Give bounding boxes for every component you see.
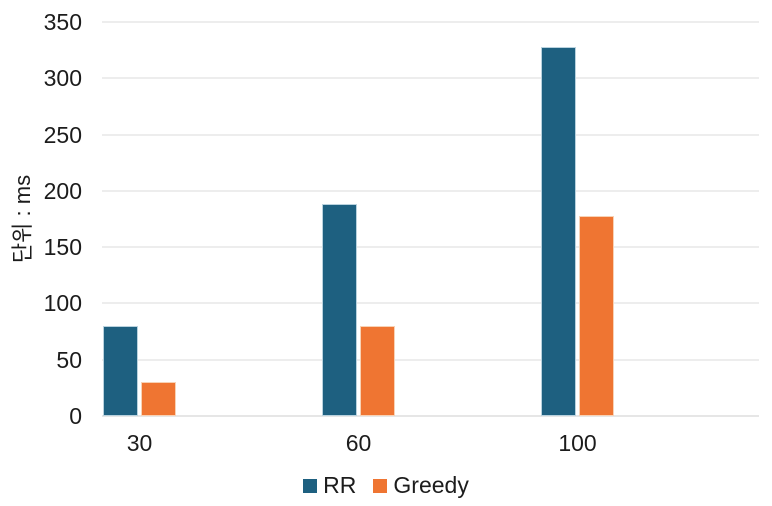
- gridline-0: [102, 415, 759, 417]
- x-tick-label-60: 60: [345, 430, 372, 456]
- y-tick-label-300: 300: [43, 65, 82, 92]
- bar-greedy-100: [579, 215, 614, 416]
- bar-rr-100: [541, 46, 576, 416]
- gridline-100: [102, 302, 759, 305]
- y-tick-label-100: 100: [43, 290, 82, 317]
- y-tick-label-150: 150: [43, 234, 82, 261]
- legend-label-rr: RR: [323, 472, 357, 498]
- gridline-250: [102, 133, 759, 136]
- x-tick-label-100: 100: [558, 430, 597, 456]
- y-tick-label-200: 200: [43, 177, 82, 204]
- gridline-200: [102, 189, 759, 192]
- bar-rr-60: [322, 204, 357, 416]
- bar-rr-30: [103, 325, 138, 416]
- legend-item-greedy: Greedy: [373, 472, 469, 498]
- legend: RR Greedy: [0, 473, 772, 498]
- y-tick-label-250: 250: [43, 121, 82, 148]
- legend-swatch-rr-icon: [303, 478, 318, 493]
- bar-greedy-30: [141, 382, 176, 416]
- gridline-150: [102, 246, 759, 249]
- gridline-350: [102, 21, 759, 23]
- y-tick-label-50: 50: [56, 346, 82, 373]
- y-tick-label-350: 350: [43, 9, 82, 35]
- gridline-50: [102, 358, 759, 361]
- bar-greedy-60: [360, 325, 395, 416]
- x-tick-label-30: 30: [126, 430, 153, 456]
- legend-item-rr: RR: [303, 473, 356, 498]
- gridline-300: [102, 77, 759, 80]
- y-tick-label-0: 0: [69, 403, 82, 429]
- legend-label-greedy: Greedy: [393, 472, 469, 498]
- legend-swatch-greedy-icon: [373, 478, 388, 493]
